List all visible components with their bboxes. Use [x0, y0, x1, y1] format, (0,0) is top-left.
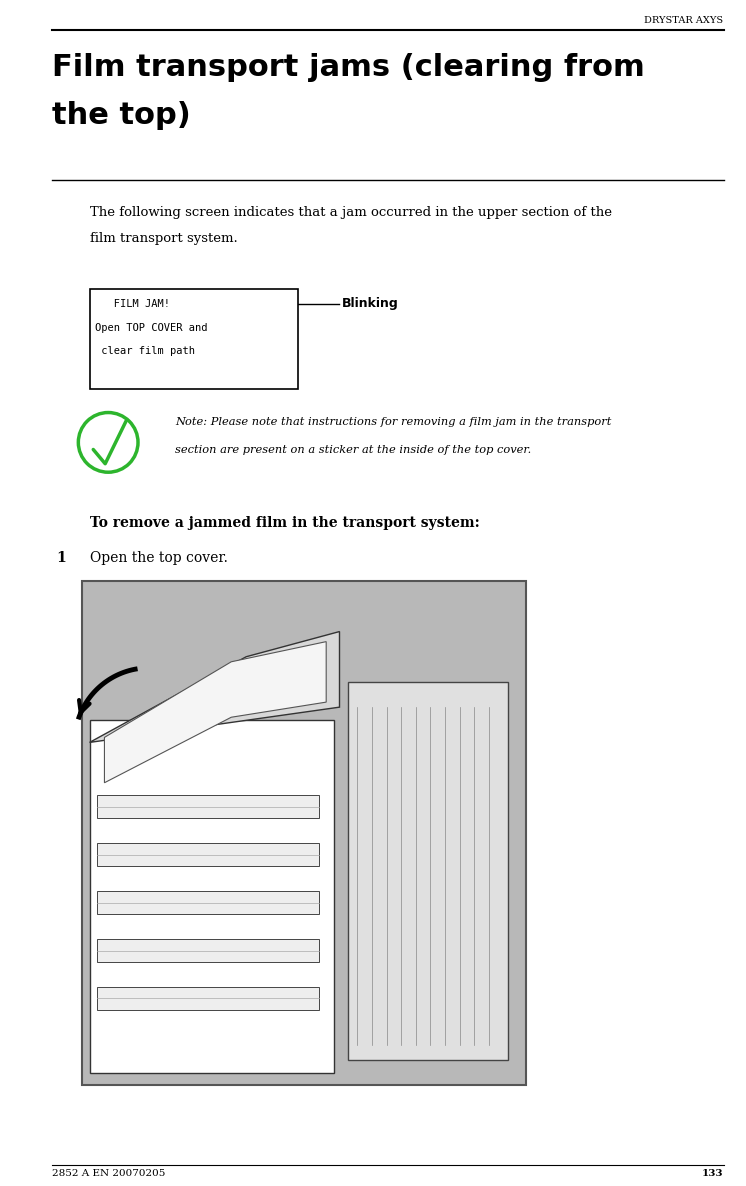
FancyBboxPatch shape — [90, 721, 333, 1073]
FancyBboxPatch shape — [348, 682, 508, 1060]
FancyBboxPatch shape — [90, 289, 298, 389]
Text: FILM JAM!: FILM JAM! — [95, 299, 171, 308]
Text: 133: 133 — [702, 1169, 724, 1179]
Text: 1: 1 — [56, 551, 66, 566]
Text: 2852 A EN 20070205: 2852 A EN 20070205 — [52, 1169, 166, 1179]
FancyBboxPatch shape — [82, 581, 526, 1085]
Text: Blinking: Blinking — [342, 298, 398, 310]
Polygon shape — [104, 642, 326, 783]
FancyBboxPatch shape — [97, 987, 319, 1009]
FancyBboxPatch shape — [97, 843, 319, 866]
Text: Note: Please note that instructions for removing a film jam in the transport: Note: Please note that instructions for … — [175, 417, 612, 427]
Text: clear film path: clear film path — [95, 346, 195, 356]
Polygon shape — [90, 631, 339, 742]
Text: Film transport jams (clearing from: Film transport jams (clearing from — [52, 53, 645, 82]
Text: To remove a jammed film in the transport system:: To remove a jammed film in the transport… — [90, 516, 479, 530]
Text: DRYSTAR AXYS: DRYSTAR AXYS — [645, 15, 724, 25]
FancyBboxPatch shape — [97, 891, 319, 914]
Text: The following screen indicates that a jam occurred in the upper section of the: The following screen indicates that a ja… — [90, 206, 612, 219]
Text: Open the top cover.: Open the top cover. — [90, 551, 228, 566]
FancyBboxPatch shape — [97, 796, 319, 818]
Text: film transport system.: film transport system. — [90, 232, 237, 246]
FancyBboxPatch shape — [97, 939, 319, 962]
Text: Open TOP COVER and: Open TOP COVER and — [95, 323, 208, 332]
Ellipse shape — [78, 413, 138, 472]
Text: the top): the top) — [52, 101, 191, 129]
Text: section are present on a sticker at the inside of the top cover.: section are present on a sticker at the … — [175, 445, 532, 454]
